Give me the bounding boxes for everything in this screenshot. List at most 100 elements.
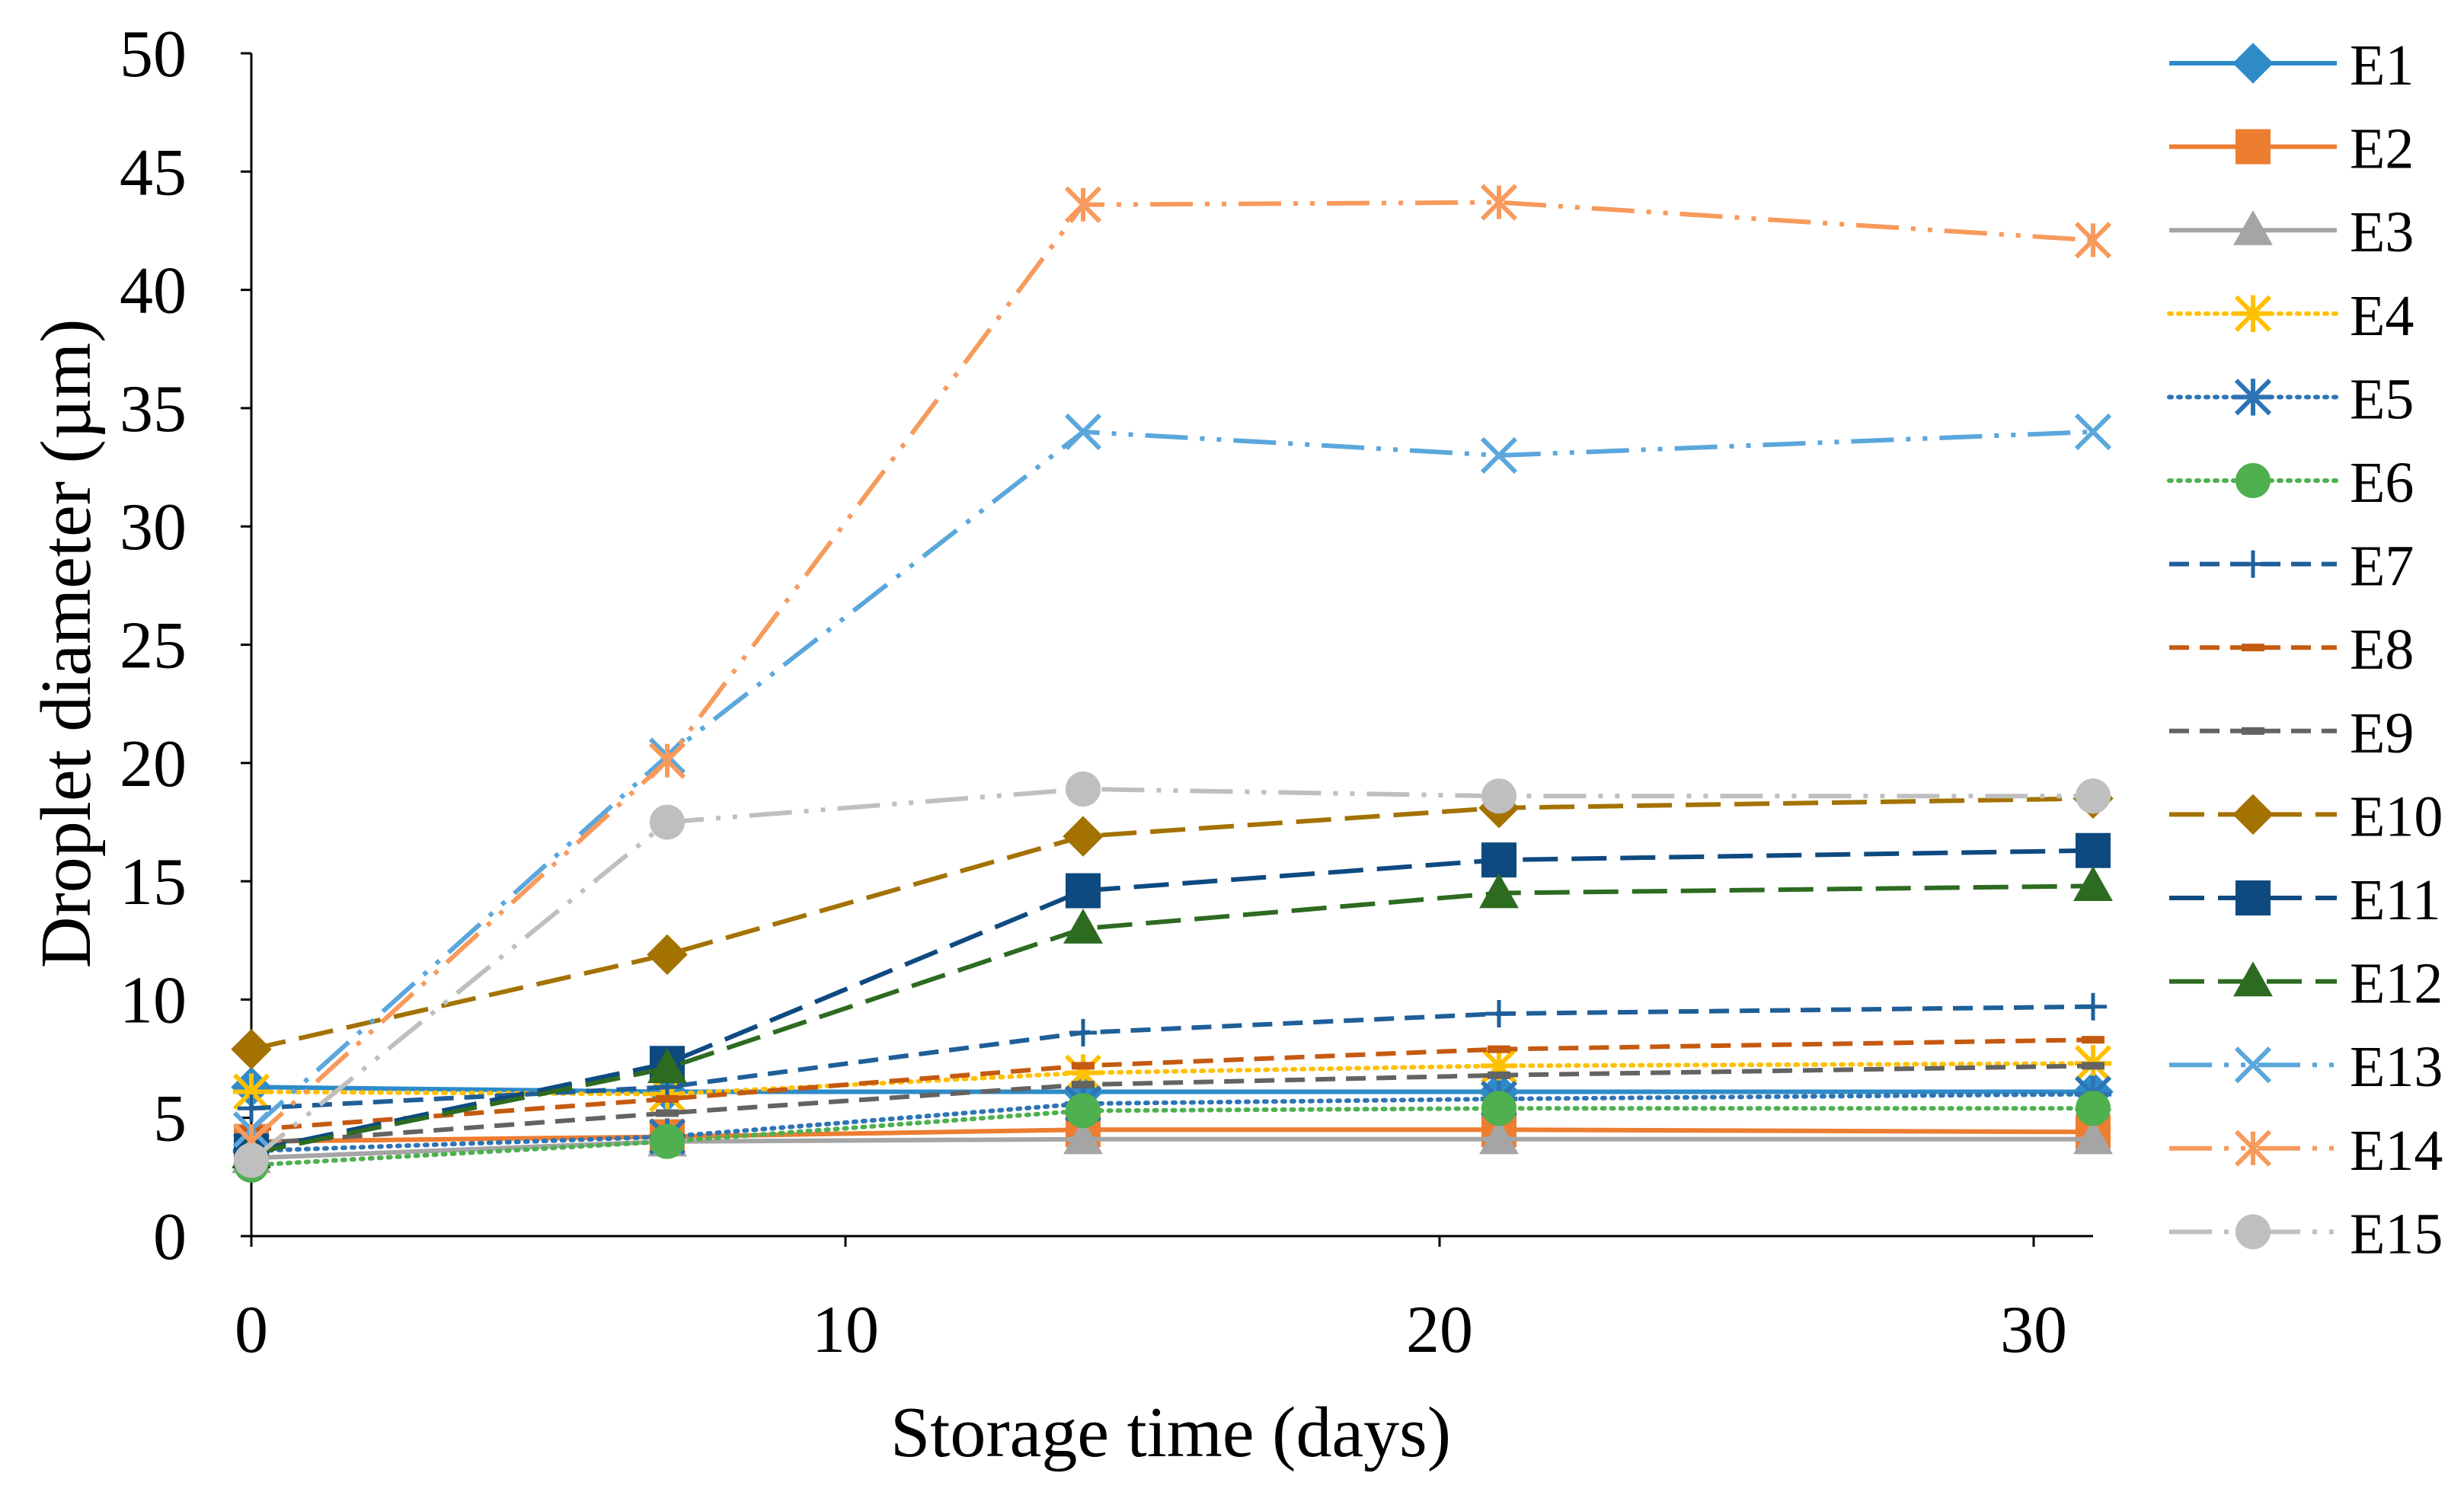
data-point-e14-1 bbox=[648, 742, 686, 779]
data-point-e12-1 bbox=[647, 1048, 687, 1084]
legend-item-e10: E10 bbox=[2169, 784, 2443, 848]
legend-marker-e7 bbox=[2239, 550, 2267, 578]
legend-marker-e13 bbox=[2234, 1046, 2272, 1084]
series-line-e13 bbox=[249, 430, 2094, 1132]
legend-label-e9: E9 bbox=[2350, 701, 2414, 765]
data-point-e6-3 bbox=[1481, 1091, 1516, 1126]
series-e15 bbox=[234, 771, 2111, 1178]
data-point-e8-1 bbox=[656, 1094, 679, 1103]
y-tick-label: 0 bbox=[153, 1200, 187, 1274]
data-point-e11-2 bbox=[1066, 873, 1101, 909]
y-tick-label: 45 bbox=[120, 136, 187, 209]
data-point-e9-4 bbox=[2082, 1062, 2104, 1070]
plot-area bbox=[231, 184, 2114, 1183]
y-tick-label: 30 bbox=[120, 490, 187, 564]
data-point-e11-4 bbox=[2076, 832, 2111, 868]
legend-marker-e9 bbox=[2242, 727, 2264, 735]
legend-marker-e12 bbox=[2233, 961, 2273, 997]
legend-label-e8: E8 bbox=[2350, 618, 2414, 682]
series-e7 bbox=[238, 992, 2107, 1123]
legend: E1 E2 E3 E4 E5 E6 E7 E8 E9 E10 E11 E12 E13 E14 E15 bbox=[2167, 34, 2443, 1266]
data-point-e12-3 bbox=[1479, 873, 1519, 909]
data-point-e3-2 bbox=[1063, 1119, 1103, 1155]
data-point-e8-3 bbox=[1488, 1045, 1510, 1053]
data-point-e6-4 bbox=[2076, 1091, 2111, 1126]
axes: 0 5 10 15 20 25 30 35 40 45 50 0 10 20 30 bbox=[120, 18, 2093, 1367]
data-point-e7-2 bbox=[1069, 1018, 1097, 1046]
legend-label-e7: E7 bbox=[2350, 535, 2414, 599]
legend-item-e7: E7 bbox=[2169, 535, 2414, 599]
y-tick-label: 10 bbox=[120, 963, 187, 1037]
legend-marker-e10 bbox=[2232, 794, 2274, 835]
data-point-e10-0 bbox=[231, 1028, 272, 1070]
legend-item-e9: E9 bbox=[2169, 701, 2414, 765]
series-e12 bbox=[232, 866, 2113, 1168]
data-point-e9-1 bbox=[656, 1109, 679, 1117]
x-tick-label: 0 bbox=[235, 1293, 268, 1367]
legend-label-e2: E2 bbox=[2350, 117, 2414, 181]
legend-marker-e1 bbox=[2232, 43, 2274, 84]
data-point-e12-4 bbox=[2073, 866, 2113, 902]
legend-marker-e2 bbox=[2235, 129, 2271, 165]
legend-label-e3: E3 bbox=[2350, 200, 2414, 264]
y-axis-title: Droplet diameter (µm) bbox=[27, 319, 106, 969]
data-point-e15-1 bbox=[650, 804, 685, 840]
legend-item-e2: E2 bbox=[2169, 117, 2414, 181]
legend-marker-e6 bbox=[2235, 463, 2271, 498]
y-tick-label: 35 bbox=[120, 372, 187, 446]
data-point-e6-2 bbox=[1066, 1093, 1101, 1129]
legend-label-e12: E12 bbox=[2350, 952, 2443, 1016]
legend-label-e11: E11 bbox=[2350, 868, 2441, 932]
y-tick-label: 20 bbox=[120, 727, 187, 801]
data-point-e14-2 bbox=[1064, 186, 1102, 223]
data-point-e15-2 bbox=[1066, 771, 1101, 807]
data-point-e11-3 bbox=[1481, 842, 1516, 878]
data-point-e4-0 bbox=[232, 1073, 270, 1110]
data-point-e7-0 bbox=[238, 1094, 265, 1123]
data-point-e12-2 bbox=[1063, 908, 1103, 944]
legend-item-e13: E13 bbox=[2169, 1035, 2443, 1099]
legend-label-e5: E5 bbox=[2350, 367, 2414, 431]
data-point-e7-4 bbox=[2079, 992, 2107, 1021]
legend-item-e1: E1 bbox=[2169, 34, 2414, 97]
data-point-e9-2 bbox=[1072, 1081, 1095, 1089]
legend-item-e14: E14 bbox=[2169, 1119, 2443, 1183]
legend-marker-e8 bbox=[2242, 644, 2264, 652]
data-point-e13-2 bbox=[1064, 413, 1102, 451]
series-line-e15 bbox=[250, 787, 2093, 1162]
data-point-e4-3 bbox=[1480, 1047, 1518, 1085]
legend-item-e11: E11 bbox=[2169, 868, 2441, 932]
legend-item-e6: E6 bbox=[2167, 451, 2414, 515]
legend-label-e15: E15 bbox=[2350, 1202, 2443, 1266]
legend-marker-e4 bbox=[2234, 295, 2272, 332]
legend-label-e10: E10 bbox=[2350, 784, 2443, 848]
y-tick-label: 40 bbox=[120, 254, 187, 328]
y-tick-label: 25 bbox=[120, 609, 187, 683]
y-tick-label: 50 bbox=[120, 18, 187, 91]
data-point-e3-4 bbox=[2073, 1119, 2113, 1155]
series-e11 bbox=[234, 832, 2111, 1169]
data-point-e4-2 bbox=[1064, 1054, 1102, 1091]
legend-label-e6: E6 bbox=[2350, 451, 2414, 515]
data-point-e13-4 bbox=[2074, 413, 2112, 451]
data-point-e10-1 bbox=[647, 934, 688, 976]
data-point-e7-3 bbox=[1485, 1000, 1513, 1028]
x-tick-label: 30 bbox=[2000, 1293, 2067, 1367]
y-tick-label: 15 bbox=[120, 845, 187, 919]
legend-label-e14: E14 bbox=[2350, 1119, 2443, 1183]
data-point-e15-0 bbox=[234, 1142, 269, 1178]
legend-item-e4: E4 bbox=[2167, 284, 2414, 348]
data-point-e14-3 bbox=[1480, 184, 1518, 221]
legend-label-e1: E1 bbox=[2350, 34, 2414, 97]
series-e10 bbox=[231, 778, 2114, 1070]
legend-item-e5: E5 bbox=[2167, 367, 2414, 431]
data-point-e8-4 bbox=[2082, 1036, 2104, 1044]
series-e14 bbox=[232, 184, 2112, 1160]
legend-item-e12: E12 bbox=[2169, 952, 2443, 1016]
legend-marker-e14 bbox=[2234, 1129, 2272, 1167]
legend-item-e15: E15 bbox=[2169, 1202, 2443, 1266]
data-point-e13-3 bbox=[1480, 436, 1518, 474]
x-tick-label: 10 bbox=[812, 1293, 879, 1367]
